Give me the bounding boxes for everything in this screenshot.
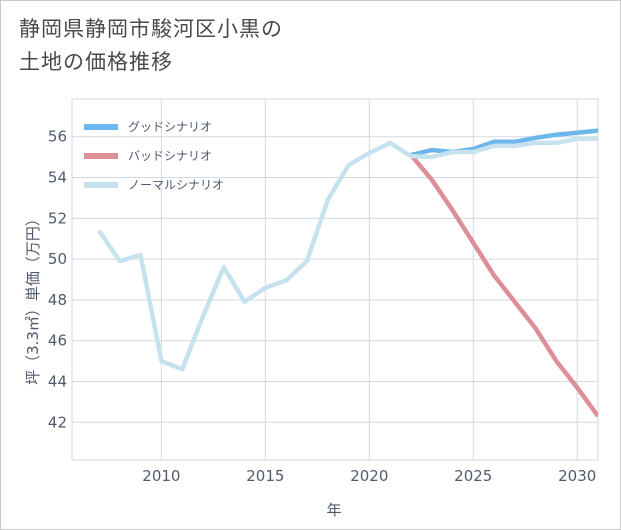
legend-label-normal: ノーマルシナリオ [128, 178, 224, 192]
y-tick-label: 52 [48, 209, 67, 227]
series-line-normal [97, 136, 598, 372]
grid [71, 98, 599, 461]
chart-title-line2: 土地の価格推移 [19, 50, 173, 74]
chart-title-line1: 静岡県静岡市駿河区小黒の [19, 17, 283, 41]
chart-title: 静岡県静岡市駿河区小黒の 土地の価格推移 [19, 13, 283, 79]
series-line-good [410, 128, 598, 158]
y-tick-label: 42 [48, 413, 67, 431]
y-tick-label: 48 [48, 291, 67, 309]
y-tick-label: 46 [48, 332, 67, 350]
x-tick-label: 2030 [558, 467, 596, 485]
y-tick-label: 56 [48, 128, 67, 146]
x-tick-label: 2015 [246, 467, 284, 485]
plot-area [71, 98, 599, 461]
legend-label-good: グッドシナリオ [128, 120, 212, 134]
legend-label-bad: バッドシナリオ [128, 149, 212, 163]
series-lines [97, 128, 598, 418]
y-tick-label: 44 [48, 372, 67, 390]
x-tick-label: 2025 [454, 467, 492, 485]
x-axis-title: 年 [326, 501, 341, 519]
series-line-bad [409, 153, 598, 418]
x-tick-label: 2020 [350, 467, 388, 485]
axes: 42 44 46 48 50 52 54 56 2010 2015 2020 2025 2030 [48, 128, 596, 485]
y-tick-label: 54 [48, 169, 67, 187]
y-tick-label: 50 [48, 250, 67, 268]
x-tick-label: 2010 [142, 467, 180, 485]
y-axis-title: 坪（3.3㎡）単価（万円） [24, 211, 42, 385]
